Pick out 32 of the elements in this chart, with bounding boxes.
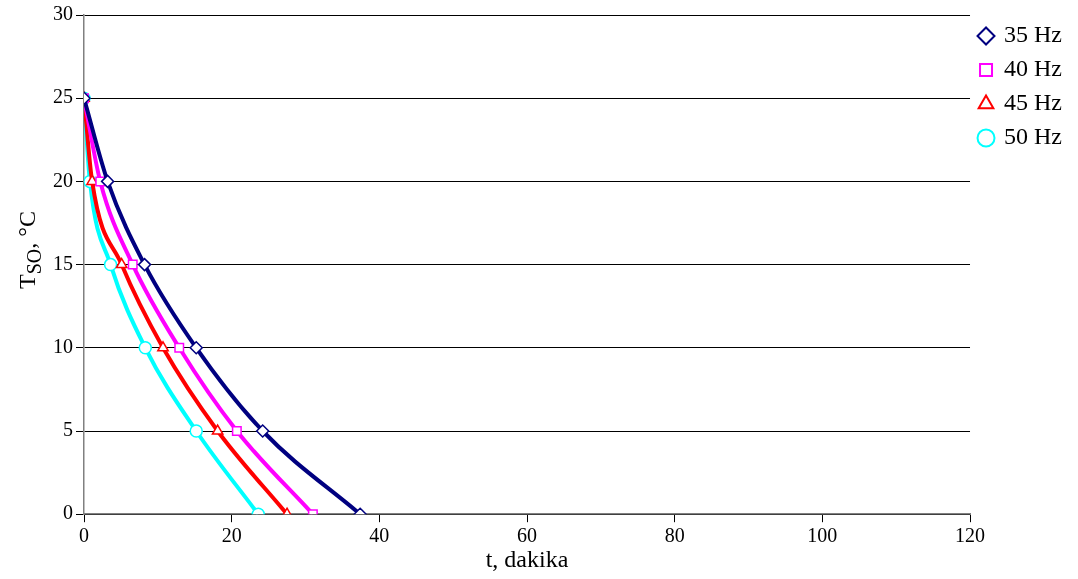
x-axis-title: t, dakika	[485, 545, 569, 572]
point	[103, 257, 118, 272]
x-tick-label: 100	[807, 524, 838, 547]
point	[211, 424, 224, 435]
point	[157, 341, 169, 352]
point	[115, 257, 128, 269]
point	[189, 424, 203, 438]
legend-label: 50 Hz	[1004, 123, 1062, 150]
x-tick-label: 20	[221, 524, 242, 547]
legend-label: 35 Hz	[1004, 21, 1062, 48]
y-tick-label: 25	[53, 85, 73, 108]
legend-label: 45 Hz	[1004, 89, 1062, 116]
point	[189, 341, 203, 355]
legend-label: 40 Hz	[1004, 55, 1062, 82]
y-tick-label: 20	[53, 168, 73, 191]
y-tick-label: 15	[53, 251, 73, 274]
point	[255, 424, 270, 438]
point	[174, 342, 185, 353]
x-tick-label: 120	[955, 524, 986, 547]
y-tick-label: 10	[53, 335, 73, 358]
y-tick-label: 30	[53, 2, 73, 25]
y-tick-label: 5	[63, 418, 73, 441]
x-tick-label: 60	[517, 524, 538, 547]
y-tick-label: 0	[63, 501, 73, 524]
point	[137, 257, 152, 272]
point	[100, 174, 115, 189]
point	[231, 426, 242, 436]
point	[127, 259, 138, 270]
point	[138, 341, 153, 355]
x-tick-label: 0	[79, 524, 89, 547]
x-tick-label: 40	[369, 524, 390, 547]
x-tick-label: 80	[664, 524, 685, 547]
